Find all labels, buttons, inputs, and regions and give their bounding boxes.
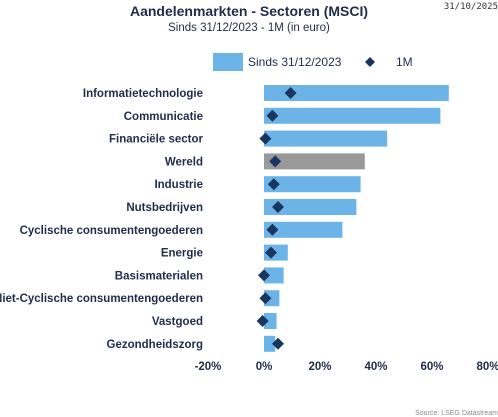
marker-nutsbedrijven — [272, 201, 284, 213]
category-label-energie: Energie — [161, 248, 203, 260]
chart-subtitle: Sinds 31/12/2023 - 1M (in euro) — [168, 22, 330, 34]
category-label-communicatie: Communicatie — [124, 111, 203, 123]
x-axis-ticks: -20% 0% 20% 40% 60% 80% — [195, 361, 498, 373]
bar-niet-cyclische-consumentengoederen — [264, 290, 280, 307]
category-label-industrie: Industrie — [154, 179, 203, 191]
bar-basismaterialen — [264, 267, 284, 284]
legend-marker-label: 1M — [396, 55, 413, 69]
bar-industrie — [264, 176, 361, 193]
marker-energie — [265, 246, 277, 259]
marker-wereld — [269, 155, 282, 168]
bar-wereld — [264, 153, 365, 170]
legend-bar-label: Sinds 31/12/2023 — [248, 55, 342, 69]
marker-vastgoed — [256, 315, 269, 327]
category-label-niet-cyclische-consumentengoederen: Niet-Cyclische consumentengoederen — [0, 293, 203, 305]
category-label-financiele-sector: Financiële sector — [109, 134, 203, 146]
marker-niet-cyclische-consumentengoederen — [259, 292, 272, 305]
marker-financiele-sector — [259, 132, 272, 145]
category-label-basismaterialen: Basismaterialen — [115, 270, 203, 282]
bars-group — [264, 85, 449, 352]
x-tick-label: 40% — [364, 361, 387, 373]
category-label-informatietechnologie: Informatietechnologie — [83, 88, 203, 100]
bar-informatietechnologie — [264, 85, 449, 101]
category-labels: Informatietechnologie Communicatie Financi… — [0, 88, 204, 351]
category-label-wereld: Wereld — [165, 156, 203, 168]
report-date: 31/10/2025 — [443, 2, 498, 12]
bar-nutsbedrijven — [264, 199, 357, 215]
bar-cyclische-consumentengoederen — [264, 221, 343, 238]
source-note: Source: LSEG Datastream — [415, 410, 498, 417]
bar-communicatie — [264, 107, 441, 124]
chart-legend: Sinds 31/12/2023 1M — [213, 53, 413, 71]
legend-marker-swatch — [365, 57, 375, 67]
marker-industrie — [267, 178, 280, 191]
marker-informatietechnologie — [284, 87, 297, 99]
marker-communicatie — [266, 109, 279, 122]
marker-gezondheidszorg — [272, 337, 284, 350]
x-tick-label: -20% — [195, 361, 222, 373]
chart-title: Aandelenmarkten - Sectoren (MSCI) — [129, 3, 369, 19]
bar-vastgoed — [264, 313, 277, 329]
x-tick-label: 0% — [256, 361, 273, 373]
marker-basismaterialen — [258, 269, 270, 282]
marker-cyclische-consumentengoederen — [266, 223, 279, 236]
bar-financiele-sector — [264, 130, 388, 147]
category-label-nutsbedrijven: Nutsbedrijven — [126, 202, 203, 214]
legend-bar-swatch — [213, 53, 243, 71]
category-label-gezondheidszorg: Gezondheidszorg — [107, 339, 203, 351]
x-tick-label: 60% — [420, 361, 443, 373]
category-label-cyclische-consumentengoederen: Cyclische consumentengoederen — [20, 225, 203, 237]
x-tick-label: 80% — [476, 361, 498, 373]
bar-gezondheidszorg — [264, 335, 276, 352]
x-tick-label: 20% — [308, 361, 331, 373]
category-label-vastgoed: Vastgoed — [152, 316, 203, 328]
markers-group — [256, 87, 297, 350]
